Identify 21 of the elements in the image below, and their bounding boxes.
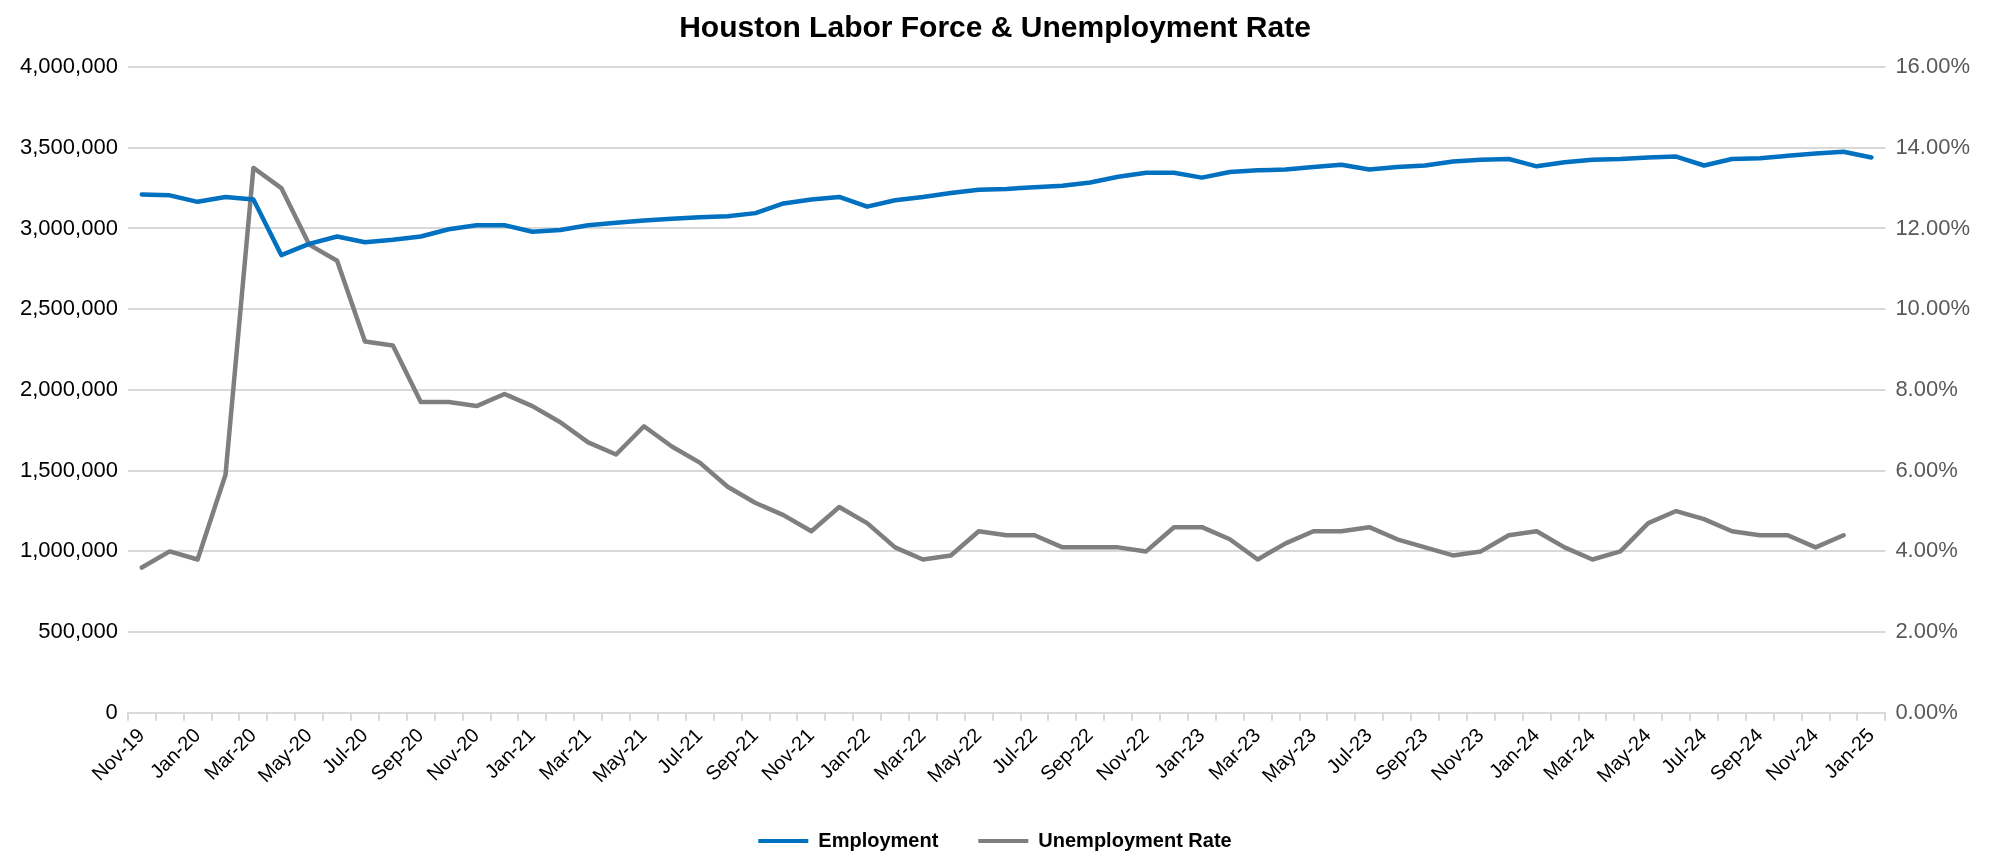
y-tick-label: 3,000,000 [20,214,118,240]
y-tick-label: 2,000,000 [20,376,118,401]
y-tick-label: 1,500,000 [20,456,118,482]
y-tick-label: 1,000,000 [20,537,118,563]
y2-tick-label: 6.00% [1895,456,1958,482]
y-tick-label: 3,500,000 [20,133,118,159]
y2-tick-label: 2.00% [1895,618,1958,644]
legend-label: Employment [818,828,939,851]
chart-title: Houston Labor Force & Unemployment Rate [679,10,1311,44]
y-tick-label: 2,500,000 [20,295,118,321]
y-tick-label: 500,000 [38,618,118,644]
y2-tick-label: 12.00% [1895,214,1971,240]
legend-label: Unemployment Rate [1038,828,1232,851]
y2-tick-label: 14.00% [1895,133,1971,159]
y-tick-label: 4,000,000 [20,53,118,79]
y2-tick-label: 16.00% [1895,53,1971,79]
y2-tick-label: 10.00% [1895,295,1971,321]
y2-tick-label: 4.00% [1895,537,1958,563]
y2-tick-label: 8.00% [1895,376,1958,401]
y2-tick-label: 0.00% [1895,698,1958,724]
y-tick-label: 0 [105,698,118,724]
